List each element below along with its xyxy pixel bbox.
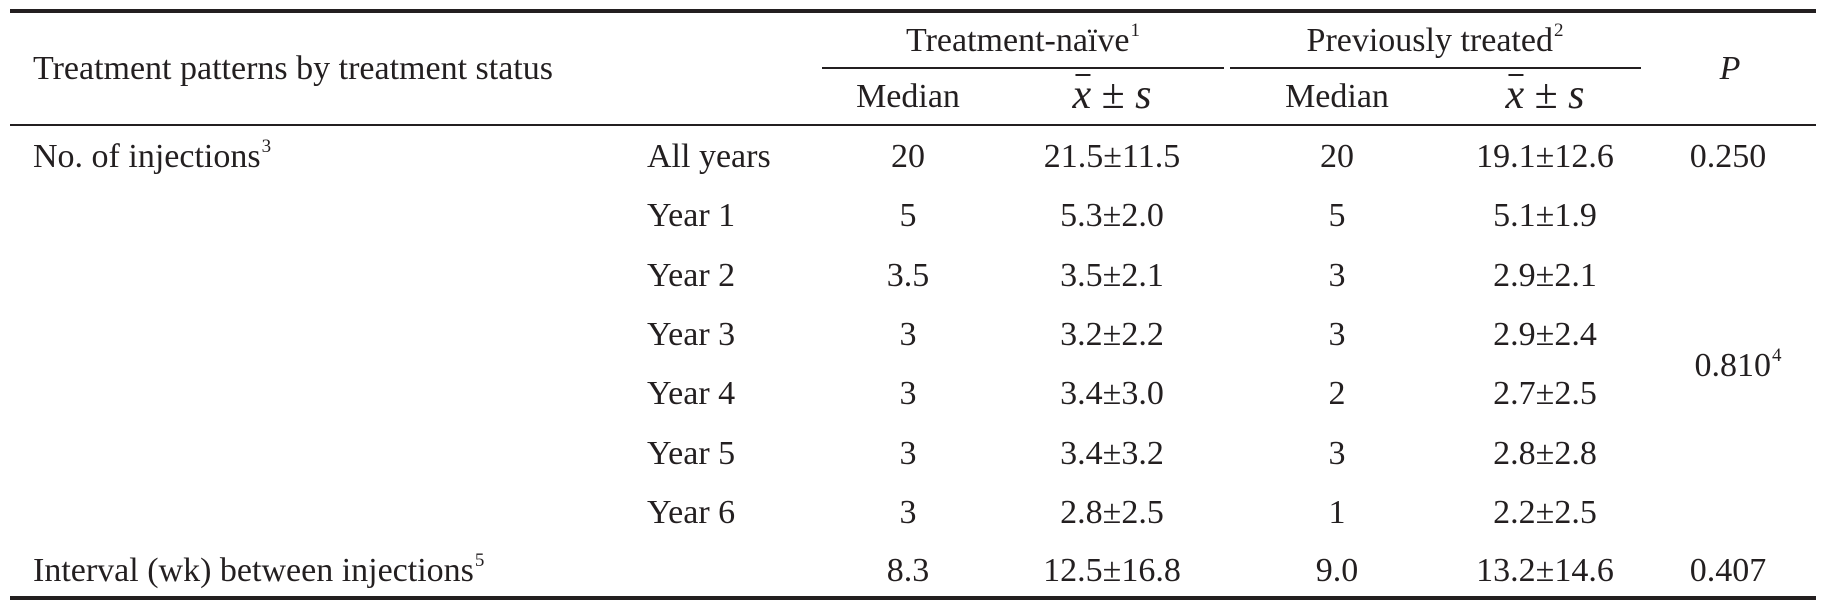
- treatment-naive-underline: [822, 67, 1224, 69]
- mean-sd-header-treatment-naive: x ± s: [1072, 72, 1152, 118]
- cell-pt-mean-sd: 2.9±2.1: [1493, 257, 1597, 294]
- cell-tn-mean-sd: 21.5±11.5: [1043, 138, 1181, 175]
- cell-pt-median: 3: [1328, 257, 1346, 294]
- cell-pt-mean-sd: 2.9±2.4: [1493, 316, 1597, 353]
- interval-pt-median: 9.0: [1315, 552, 1359, 589]
- group-header-treatment-naive: Treatment-naïve1: [906, 20, 1140, 59]
- cell-tn-median: 20: [891, 138, 925, 175]
- p-value-header: P: [1719, 50, 1741, 87]
- cell-pt-mean-sd: 2.2±2.5: [1493, 494, 1597, 531]
- cell-pt-mean-sd: 19.1±12.6: [1476, 138, 1614, 175]
- cell-tn-median: 5: [899, 197, 917, 234]
- p-value-all-years: 0.250: [1689, 138, 1767, 175]
- cell-period: Year 2: [647, 257, 736, 294]
- cell-pt-mean-sd: 2.7±2.5: [1493, 375, 1597, 412]
- interval-pt-mean-sd: 13.2±14.6: [1476, 552, 1614, 589]
- interval-label: Interval (wk) between injections5: [33, 550, 485, 589]
- mean-sd-header-previously-treated: x ± s: [1505, 72, 1585, 118]
- previously-treated-underline: [1230, 67, 1641, 69]
- cell-pt-median: 5: [1328, 197, 1346, 234]
- cell-pt-median: 2: [1328, 375, 1346, 412]
- cell-tn-mean-sd: 3.2±2.2: [1060, 316, 1164, 353]
- cell-period: All years: [647, 138, 771, 175]
- table-header-rule: [10, 124, 1816, 126]
- group-header-previously-treated: Previously treated2: [1306, 20, 1564, 59]
- cell-tn-mean-sd: 3.5±2.1: [1060, 257, 1164, 294]
- cell-pt-median: 3: [1328, 316, 1346, 353]
- median-header-previously-treated: Median: [1285, 78, 1389, 115]
- interval-tn-mean-sd: 12.5±16.8: [1043, 552, 1181, 589]
- cell-pt-median: 20: [1320, 138, 1354, 175]
- cell-tn-mean-sd: 3.4±3.0: [1060, 375, 1164, 412]
- cell-tn-mean-sd: 5.3±2.0: [1060, 197, 1164, 234]
- p-value-yearly: 0.8104: [1694, 345, 1782, 384]
- p-value-interval: 0.407: [1689, 552, 1767, 589]
- cell-period: Year 5: [647, 435, 736, 472]
- median-header-treatment-naive: Median: [856, 78, 960, 115]
- cell-period: Year 4: [647, 375, 736, 412]
- cell-tn-median: 3.5: [886, 257, 930, 294]
- cell-pt-mean-sd: 2.8±2.8: [1493, 435, 1597, 472]
- injections-label: No. of injections3: [33, 136, 272, 175]
- cell-tn-median: 3: [899, 316, 917, 353]
- row-header: Treatment patterns by treatment status: [33, 50, 553, 87]
- cell-period: Year 1: [647, 197, 736, 234]
- interval-tn-median: 8.3: [886, 552, 930, 589]
- table-top-rule: [10, 9, 1816, 13]
- cell-tn-mean-sd: 3.4±3.2: [1060, 435, 1164, 472]
- cell-period: Year 3: [647, 316, 736, 353]
- cell-period: Year 6: [647, 494, 736, 531]
- cell-tn-median: 3: [899, 435, 917, 472]
- cell-pt-median: 1: [1328, 494, 1346, 531]
- cell-pt-median: 3: [1328, 435, 1346, 472]
- cell-tn-median: 3: [899, 375, 917, 412]
- cell-tn-median: 3: [899, 494, 917, 531]
- cell-pt-mean-sd: 5.1±1.9: [1493, 197, 1597, 234]
- table-bottom-rule: [10, 596, 1816, 600]
- cell-tn-mean-sd: 2.8±2.5: [1060, 494, 1164, 531]
